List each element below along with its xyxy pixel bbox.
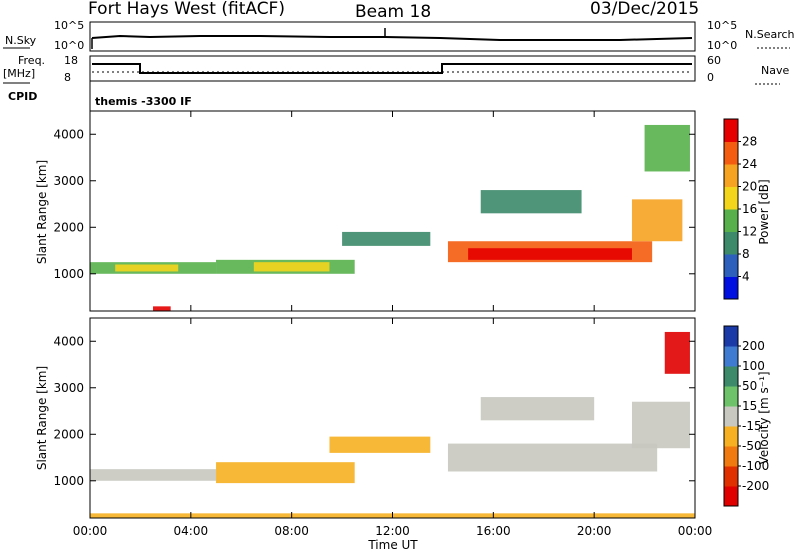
power-panel: 1000 2000 3000 4000 Slant Range [km] 4 8 12 16… [35,110,771,312]
colorbar-segment [724,276,738,300]
colorbar-tick-label: 16 [742,202,757,216]
colorbar-segment [724,406,738,427]
colorbar-segment [724,119,738,142]
freq-tick-top: 18 [64,54,78,67]
colorbar-segment [724,254,738,277]
colorbar-segment [724,446,738,467]
scatter-region [664,331,690,374]
nave-tick-top: 60 [707,54,721,67]
colorbar-tick-label: 20 [742,180,757,194]
y-tick-label: 2000 [53,220,84,234]
colorbar-tick-label: 24 [742,157,757,171]
power-data-layer [90,124,690,311]
cpid-text: themis -3300 IF [95,95,192,108]
x-tick-label: 00:00 [73,524,108,538]
nsearch-tick-bottom: 10^0 [707,39,737,52]
colorbar-tick-label: -15 [742,419,762,433]
x-axis-label: Time UT [367,538,418,552]
nsky-tick-top: 10^5 [54,19,84,32]
y-tick-label: 1000 [53,267,84,281]
nsky-panel: N.Sky 10^5 10^0 10^5 10^0 N.Search [3,19,795,52]
freq-unit-label: [MHz] [3,67,35,80]
cpid-panel: CPID themis -3300 IF [8,81,192,111]
scatter-region [447,443,658,472]
scatter-region [216,462,355,484]
y-tick-label: 3000 [53,381,84,395]
scatter-region [342,231,431,246]
power-colorbar: 4 8 12 16 20 24 28 [723,118,757,300]
x-tick-label: 08:00 [274,524,309,538]
freq-panel: Freq. [MHz] 18 8 60 0 Nave [3,54,789,85]
colorbar-segment [724,231,738,255]
velocity-colorbar: 200 100 50 15 -15 -50 -100 -200 [723,325,769,507]
colorbar-frame [723,325,739,507]
colorbar-segment [724,486,738,507]
colorbar-tick-label: 12 [742,225,757,239]
velocity-ylabel: Slant Range [km] [35,366,49,470]
scatter-region [115,264,179,272]
colorbar-tick-label: 8 [742,247,750,261]
scatter-region [480,190,582,214]
velocity-y-axis: 1000 2000 3000 4000 [53,334,695,488]
scatter-region [468,248,632,260]
colorbar-tick-label: 15 [742,399,757,413]
colorbar-tick-label: -50 [742,439,762,453]
velocity-colorbar-label: Velocity [m s⁻¹] [757,371,771,464]
power-y-axis: 1000 2000 3000 4000 [53,127,695,281]
scatter-region [631,401,690,449]
nave-tick-bottom: 0 [707,71,714,84]
colorbar-segment [724,346,738,367]
colorbar-segment [724,426,738,447]
power-colorbar-label: Power [dB] [757,179,771,244]
y-tick-label: 4000 [53,127,84,141]
colorbar-tick-label: 100 [742,359,765,373]
scatter-region [631,199,683,242]
y-tick-label: 3000 [53,174,84,188]
beam-label: Beam 18 [355,2,431,22]
colorbar-segment [724,386,738,407]
y-tick-label: 1000 [53,474,84,488]
power-ylabel: Slant Range [km] [35,160,49,264]
colorbar-tick-label: 200 [742,339,765,353]
scatter-region [153,306,171,311]
y-tick-label: 4000 [53,334,84,348]
colorbar-segment [724,209,738,232]
x-tick-label: 16:00 [476,524,511,538]
colorbar-segment [724,164,738,187]
colorbar-segment [724,366,738,387]
nsky-tick-bottom: 10^0 [54,39,84,52]
x-tick-label: 04:00 [174,524,209,538]
x-tick-label: 20:00 [577,524,612,538]
velocity-panel: 1000 2000 3000 4000 Slant Range [km] 200 100… [35,317,771,519]
nave-label: Nave [761,64,789,77]
colorbar-tick-label: -100 [742,459,769,473]
colorbar-segment [724,326,738,347]
colorbar-tick-label: 50 [742,379,757,393]
scatter-region [644,124,690,172]
scatter-region [90,469,217,481]
colorbar-segment [724,141,738,165]
colorbar-segment [724,466,738,487]
scatter-region [480,397,595,421]
colorbar-tick-label: -200 [742,479,769,493]
time-axis: 00:00 04:00 08:00 12:00 16:00 20:00 00:00 [73,111,713,538]
freq-label: Freq. [18,54,45,67]
scatter-region [253,262,330,272]
y-tick-label: 2000 [53,427,84,441]
nsearch-label: N.Search [745,28,795,41]
colorbar-segment [724,186,738,210]
plot-title: Fort Hays West (fitACF) [88,0,285,19]
velocity-data-layer [90,331,695,518]
scatter-region [329,436,431,453]
nsearch-tick-top: 10^5 [707,19,737,32]
cpid-label: CPID [8,90,37,103]
colorbar-tick-label: 28 [742,135,757,149]
nsky-label: N.Sky [5,34,37,47]
x-tick-label: 00:00 [678,524,713,538]
date-label: 03/Dec/2015 [590,0,699,19]
colorbar-tick-label: 4 [742,270,750,284]
freq-tick-bottom: 8 [64,71,71,84]
x-tick-label: 12:00 [375,524,410,538]
